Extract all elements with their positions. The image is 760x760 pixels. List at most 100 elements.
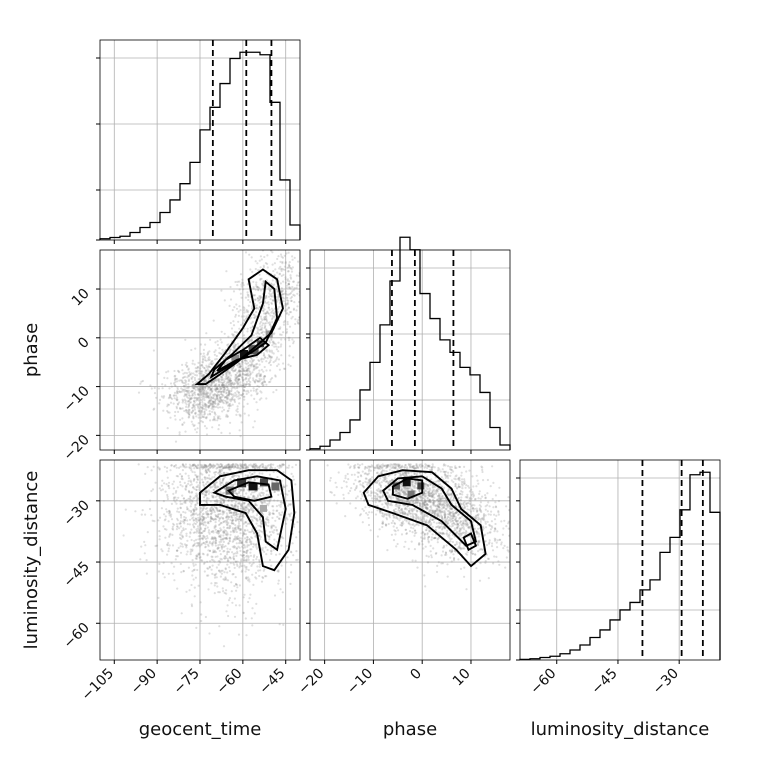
sample-point bbox=[254, 465, 257, 468]
sample-point bbox=[180, 516, 183, 519]
sample-point bbox=[188, 500, 192, 503]
sample-point bbox=[205, 332, 208, 335]
sample-point bbox=[277, 341, 280, 344]
sample-point bbox=[228, 383, 231, 386]
sample-point bbox=[195, 431, 198, 434]
sample-point bbox=[479, 518, 482, 521]
sample-point bbox=[244, 566, 247, 569]
sample-point bbox=[256, 332, 260, 335]
sample-point bbox=[198, 519, 201, 522]
sample-point bbox=[272, 531, 275, 534]
sample-point bbox=[268, 536, 271, 539]
sample-point bbox=[204, 543, 207, 546]
sample-point bbox=[228, 390, 231, 394]
sample-point bbox=[176, 403, 180, 406]
sample-point bbox=[250, 516, 253, 519]
sample-point bbox=[407, 472, 410, 475]
sample-point bbox=[301, 289, 303, 291]
sample-point bbox=[210, 390, 213, 393]
sample-point bbox=[204, 406, 207, 409]
sample-point bbox=[277, 310, 280, 313]
sample-point bbox=[307, 527, 309, 529]
sample-point bbox=[422, 504, 425, 508]
sample-point bbox=[260, 331, 263, 334]
sample-point bbox=[252, 365, 255, 368]
density bbox=[137, 250, 303, 443]
sample-point bbox=[253, 294, 257, 297]
sample-point bbox=[234, 561, 237, 564]
sample-point bbox=[225, 396, 228, 399]
sample-point bbox=[212, 518, 215, 521]
sample-point bbox=[180, 534, 183, 537]
sample-point bbox=[256, 565, 259, 568]
sample-point bbox=[245, 369, 248, 372]
sample-point bbox=[239, 435, 242, 438]
sample-point bbox=[402, 486, 406, 489]
sample-point bbox=[200, 390, 203, 393]
sample-point bbox=[198, 486, 201, 489]
sample-point bbox=[218, 399, 221, 402]
sample-point bbox=[209, 500, 212, 503]
sample-point bbox=[268, 558, 272, 562]
sample-point bbox=[247, 365, 250, 368]
sample-point bbox=[450, 550, 454, 554]
sample-point bbox=[191, 406, 194, 410]
sample-point bbox=[173, 465, 176, 468]
sample-point bbox=[429, 494, 432, 498]
sample-point bbox=[195, 492, 198, 495]
sample-point bbox=[301, 275, 303, 277]
sample-point bbox=[203, 416, 206, 419]
sample-point bbox=[238, 501, 241, 504]
sample-point bbox=[256, 466, 259, 470]
sample-point bbox=[247, 495, 250, 498]
sample-point bbox=[225, 389, 228, 392]
sample-point bbox=[199, 511, 202, 514]
sample-point bbox=[220, 352, 223, 356]
sample-point bbox=[201, 401, 204, 404]
sample-point bbox=[240, 394, 243, 397]
sample-point bbox=[448, 513, 451, 516]
sample-point bbox=[171, 544, 175, 547]
sample-point bbox=[241, 281, 244, 284]
sample-point bbox=[219, 497, 222, 500]
sample-point bbox=[419, 511, 422, 514]
sample-point bbox=[227, 499, 230, 502]
sample-point bbox=[245, 521, 248, 524]
sample-point bbox=[168, 411, 171, 414]
sample-point bbox=[232, 530, 235, 533]
sample-point bbox=[222, 531, 225, 534]
sample-point bbox=[219, 500, 222, 503]
sample-point bbox=[164, 536, 167, 539]
sample-point bbox=[228, 524, 231, 527]
sample-point bbox=[174, 374, 177, 377]
sample-point bbox=[204, 416, 207, 419]
sample-point bbox=[203, 380, 206, 383]
sample-point bbox=[243, 309, 246, 312]
sample-point bbox=[194, 473, 197, 477]
sample-point bbox=[382, 479, 385, 482]
sample-point bbox=[222, 500, 226, 503]
sample-point bbox=[441, 507, 444, 510]
sample-point bbox=[259, 464, 262, 467]
sample-point bbox=[426, 497, 429, 500]
sample-point bbox=[228, 539, 231, 542]
sample-point bbox=[193, 513, 196, 516]
sample-point bbox=[231, 333, 234, 336]
sample-point bbox=[263, 312, 266, 315]
sample-point bbox=[206, 394, 209, 398]
sample-point bbox=[170, 385, 173, 388]
sample-point bbox=[222, 388, 225, 391]
sample-point bbox=[225, 515, 228, 518]
sample-point bbox=[246, 511, 249, 514]
sample-point bbox=[182, 569, 185, 573]
sample-point bbox=[232, 466, 235, 469]
sample-point bbox=[417, 466, 420, 469]
sample-point bbox=[200, 410, 204, 414]
sample-point bbox=[169, 469, 172, 472]
sample-point bbox=[199, 388, 202, 391]
sample-point bbox=[263, 322, 266, 325]
sample-point bbox=[202, 535, 205, 538]
sample-point bbox=[179, 500, 182, 503]
sample-point bbox=[225, 466, 228, 469]
sample-point bbox=[280, 354, 283, 357]
